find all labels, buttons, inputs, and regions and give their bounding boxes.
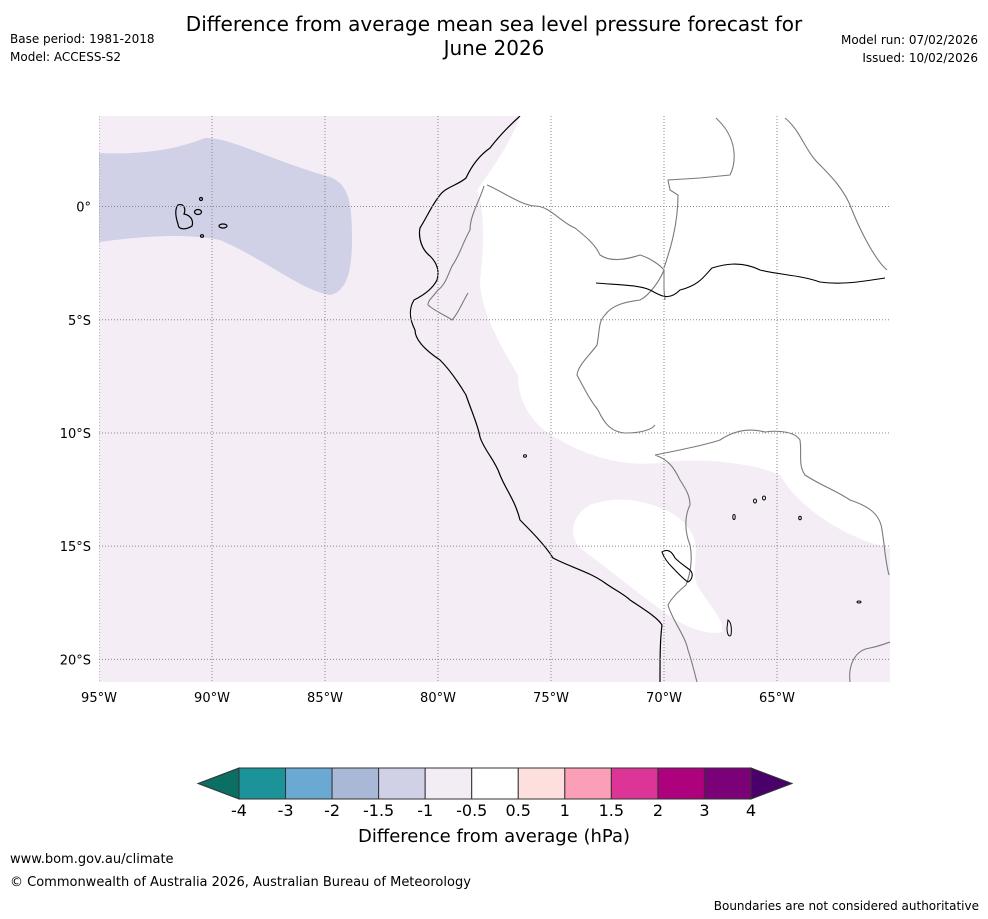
lat-tick-label: 10°S <box>60 427 91 442</box>
lon-tick-label: 75°W <box>533 691 569 706</box>
colorbar-swatch <box>424 767 473 800</box>
colorbar-swatch <box>517 767 566 800</box>
colorbar-swatch <box>285 767 333 800</box>
meta-right: Model run: 07/02/2026 Issued: 10/02/2026 <box>841 31 978 67</box>
lake-1 <box>523 454 527 458</box>
model-name: Model: ACCESS-S2 <box>10 50 122 64</box>
lon-tick-label: 80°W <box>420 691 456 706</box>
latitude-labels: 0° 5°S 10°S 15°S 20°S <box>60 201 91 669</box>
coastline <box>409 116 663 682</box>
colorbar-swatch <box>610 767 659 800</box>
lon-tick-label: 65°W <box>759 691 795 706</box>
lon-tick-label: 95°W <box>81 691 117 706</box>
graticule <box>99 116 890 682</box>
lake-3 <box>762 495 766 501</box>
colorbar-tick-label: 1 <box>560 801 570 820</box>
colorbar-tick-label: -3 <box>278 801 294 820</box>
map-area <box>99 116 890 682</box>
lake-poopo <box>726 619 732 637</box>
base-period: Base period: 1981-2018 <box>10 32 155 46</box>
lake-titicaca <box>661 549 693 583</box>
colorbar-tick-label: -1.5 <box>363 801 394 820</box>
isabela-island <box>175 204 194 230</box>
colorbar-tick-label: 4 <box>746 801 756 820</box>
anomaly-region-minus-1.5 <box>99 137 352 295</box>
lat-tick-label: 5°S <box>68 314 91 329</box>
colorbar-swatch <box>331 767 380 800</box>
genovesa-island <box>198 196 204 202</box>
colorbar-swatch <box>703 767 752 800</box>
lat-tick-label: 0° <box>76 201 91 216</box>
lat-tick-label: 20°S <box>60 653 91 668</box>
lon-tick-label: 90°W <box>194 691 230 706</box>
colorbar-tick-label: -1 <box>417 801 433 820</box>
colorbar-tick-label: 0.5 <box>506 801 531 820</box>
colorbar-label: Difference from average (hPa) <box>357 826 631 847</box>
meta-left: Base period: 1981-2018 Model: ACCESS-S2 <box>10 30 155 66</box>
lon-tick-label: 85°W <box>307 691 343 706</box>
colorbar: -4 -3 -2 -1.5 -1 -0.5 0.5 1 1.5 2 3 4 <box>196 767 794 820</box>
lake-4 <box>732 514 736 520</box>
lat-tick-label: 15°S <box>60 540 91 555</box>
page-title: Difference from average mean sea level p… <box>0 12 988 60</box>
title-line-2: June 2026 <box>443 36 545 60</box>
footer-copyright: © Commonwealth of Australia 2026, Austra… <box>10 875 471 890</box>
colorbar-extend-high <box>750 767 794 800</box>
colorbar-swatch <box>564 767 612 800</box>
coastline-northern <box>595 263 886 298</box>
colorbar-tick-label: 2 <box>653 801 663 820</box>
colorbar-swatch <box>378 767 426 800</box>
floreana-island <box>199 234 205 238</box>
issued-date: Issued: 10/02/2026 <box>862 51 978 65</box>
colorbar-extend-low <box>196 767 240 800</box>
colorbar-swatch <box>238 767 287 800</box>
san-cristobal-island <box>218 223 228 229</box>
colorbar-swatch <box>471 767 519 800</box>
title-line-1: Difference from average mean sea level p… <box>185 12 803 36</box>
longitude-labels: 95°W 90°W 85°W 80°W 75°W 70°W 65°W <box>81 691 795 706</box>
neutral-region-altiplano <box>573 499 723 633</box>
model-run-date: Model run: 07/02/2026 <box>840 33 978 47</box>
galapagos-islands <box>175 196 228 238</box>
colorbar-tick-label: -0.5 <box>456 801 487 820</box>
footer-note: Boundaries are not considered authoritat… <box>713 899 979 913</box>
colorbar-tick-label: 3 <box>699 801 709 820</box>
colorbar-tick-label: 1.5 <box>599 801 624 820</box>
lon-tick-label: 70°W <box>646 691 682 706</box>
lake-5 <box>798 515 802 521</box>
colorbar-tick-label: -2 <box>324 801 340 820</box>
santa-cruz-island <box>193 208 203 216</box>
footer-url: www.bom.gov.au/climate <box>10 852 174 867</box>
lake-2 <box>753 498 757 504</box>
small-lakes <box>523 454 862 604</box>
colorbar-swatch <box>657 767 705 800</box>
neutral-region-andes <box>477 116 890 548</box>
colorbar-tick-label: -4 <box>231 801 247 820</box>
lake-6 <box>856 600 862 604</box>
